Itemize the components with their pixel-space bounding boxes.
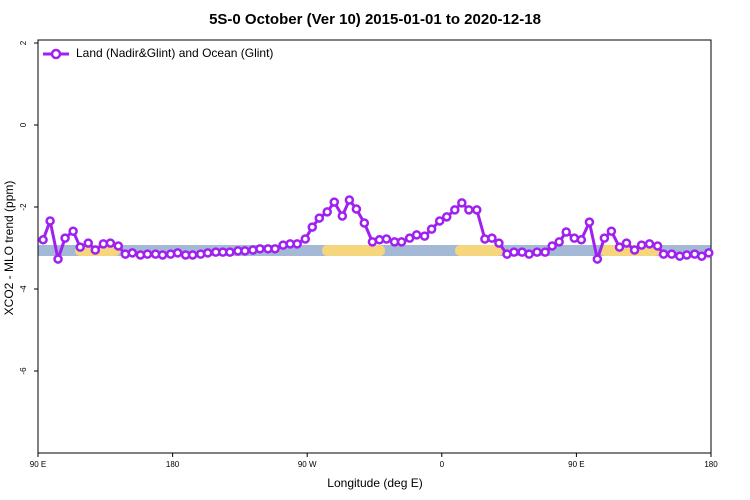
legend: Land (Nadir&Glint) and Ocean (Glint)	[43, 46, 273, 60]
x-tick-label: 180	[166, 460, 180, 469]
data-point	[441, 212, 452, 222]
land-band	[455, 245, 503, 256]
data-point	[576, 235, 587, 245]
data-point	[540, 247, 550, 257]
data-point	[592, 254, 603, 264]
data-point	[337, 211, 348, 221]
data-point	[621, 238, 632, 248]
data-point	[292, 239, 302, 249]
data-point	[584, 217, 595, 227]
data-point	[524, 249, 534, 259]
data-point	[464, 205, 474, 215]
data-point	[105, 238, 116, 248]
data-point	[704, 248, 714, 258]
data-point	[396, 237, 407, 247]
data-point	[494, 238, 504, 248]
data-point	[202, 248, 213, 258]
data-point	[60, 233, 70, 243]
data-point	[644, 239, 655, 249]
data-point	[652, 241, 663, 251]
data-point	[83, 238, 94, 248]
x-tick-label: 90 E	[30, 460, 46, 469]
data-point	[45, 216, 55, 226]
data-point	[225, 247, 235, 257]
data-point	[614, 242, 625, 252]
data-point	[472, 205, 482, 215]
data-point	[450, 205, 460, 215]
data-point	[359, 218, 370, 228]
data-point	[127, 248, 138, 258]
y-tick-label: -4	[19, 285, 28, 293]
data-point	[696, 251, 707, 261]
data-point	[68, 226, 78, 236]
y-tick-label: 2	[19, 40, 28, 45]
data-point	[629, 245, 640, 255]
plot-frame	[37, 39, 712, 454]
data-point	[307, 222, 318, 232]
x-tick-label: 0	[440, 460, 445, 469]
data-point	[240, 246, 250, 256]
data-point	[434, 216, 445, 226]
data-point	[554, 237, 564, 247]
data-point	[457, 198, 467, 208]
data-point	[682, 250, 692, 260]
data-point	[255, 244, 265, 254]
land-band	[322, 245, 385, 256]
legend-marker	[50, 48, 62, 60]
data-point	[142, 249, 153, 259]
data-point	[419, 231, 430, 241]
x-tick-label: 90 E	[568, 460, 584, 469]
data-point	[322, 207, 332, 217]
data-point	[38, 235, 48, 245]
data-point	[547, 241, 557, 251]
x-tick-label: 90 W	[298, 460, 317, 469]
chart-title: 5S-0 October (Ver 10) 2015-01-01 to 2020…	[209, 11, 541, 28]
data-point	[172, 248, 183, 258]
data-point	[90, 245, 101, 255]
data-point	[411, 230, 422, 240]
data-point	[300, 234, 311, 244]
data-point	[509, 247, 519, 257]
data-point	[636, 240, 647, 250]
x-tick-label: 180	[704, 460, 718, 469]
data-point	[344, 195, 355, 205]
y-tick-label: -6	[19, 367, 28, 375]
y-tick-label: 0	[19, 122, 28, 127]
data-point	[187, 250, 198, 260]
data-point	[404, 233, 415, 243]
data-point	[532, 247, 542, 257]
x-axis-label: Longitude (deg E)	[327, 476, 422, 490]
data-point	[53, 254, 63, 264]
data-point	[487, 233, 497, 243]
data-point	[75, 242, 85, 252]
data-point	[270, 244, 280, 254]
data-point	[658, 249, 669, 259]
data-point	[599, 233, 610, 243]
data-point	[561, 227, 571, 237]
data-point	[329, 197, 340, 207]
data-point	[314, 213, 325, 223]
data-point	[157, 250, 168, 260]
data-point	[426, 224, 437, 234]
data-point	[113, 241, 124, 251]
y-tick-label: -2	[19, 203, 28, 211]
y-axis-label: XCO2 - MLO trend (ppm)	[2, 181, 16, 316]
data-point	[351, 204, 362, 214]
data-point	[381, 234, 392, 244]
data-point	[606, 226, 617, 236]
data-point	[666, 249, 677, 259]
legend-label: Land (Nadir&Glint) and Ocean (Glint)	[76, 46, 273, 60]
